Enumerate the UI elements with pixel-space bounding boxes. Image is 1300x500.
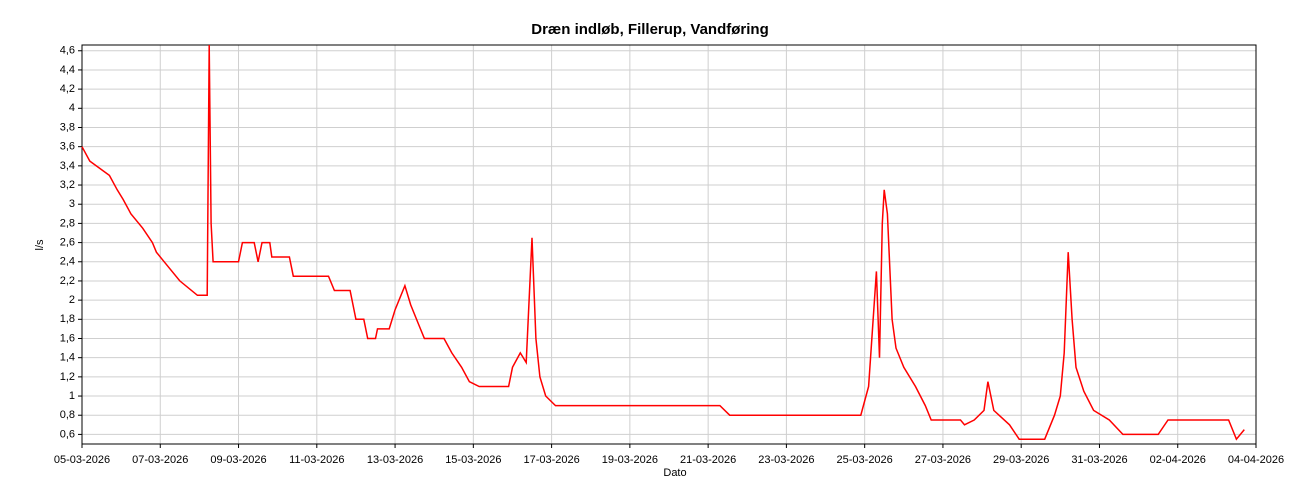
x-tick-label: 31-03-2026	[1071, 454, 1127, 466]
y-tick-label: 3,2	[60, 179, 75, 191]
y-tick-label: 3,6	[60, 141, 75, 153]
chart-title: Dræn indløb, Fillerup, Vandføring	[531, 21, 769, 38]
y-tick-label: 3	[69, 198, 75, 210]
y-axis-label: l/s	[34, 239, 46, 251]
y-tick-label: 1,6	[60, 332, 75, 344]
y-tick-label: 2,2	[60, 275, 75, 287]
y-tick-label: 2	[69, 294, 75, 306]
y-tick-label: 4,2	[60, 83, 75, 95]
x-tick-label: 29-03-2026	[993, 454, 1049, 466]
x-tick-label: 09-03-2026	[210, 454, 266, 466]
x-tick-label: 19-03-2026	[602, 454, 658, 466]
y-tick-label: 0,8	[60, 409, 75, 421]
y-tick-label: 4	[69, 102, 75, 114]
y-tick-label: 3,8	[60, 121, 75, 133]
plot-frame	[81, 44, 1257, 445]
y-tick-label: 4,6	[60, 45, 75, 57]
y-tick-label: 1,8	[60, 313, 75, 325]
y-tick-label: 4,4	[60, 64, 75, 76]
x-tick-label: 13-03-2026	[367, 454, 423, 466]
x-tick-label: 07-03-2026	[132, 454, 188, 466]
data-line	[81, 44, 1245, 441]
x-tick-label: 27-03-2026	[915, 454, 971, 466]
x-tick-label: 25-03-2026	[837, 454, 893, 466]
y-tick-label: 3,4	[60, 160, 75, 172]
y-tick-label: 1,2	[60, 371, 75, 383]
y-tick-label: 2,8	[60, 217, 75, 229]
x-tick-label: 17-03-2026	[523, 454, 579, 466]
x-tick-label: 21-03-2026	[680, 454, 736, 466]
x-tick-label: 02-04-2026	[1150, 454, 1206, 466]
y-tick-label: 1	[69, 390, 75, 402]
x-tick-label: 05-03-2026	[54, 454, 110, 466]
y-tick-label: 2,6	[60, 236, 75, 248]
y-tick-label: 2,4	[60, 256, 75, 268]
x-tick-label: 04-04-2026	[1228, 454, 1284, 466]
y-tick-label: 1,4	[60, 352, 75, 364]
x-tick-label: 23-03-2026	[758, 454, 814, 466]
y-tick-label: 0,6	[60, 428, 75, 440]
x-axis-label: Dato	[663, 467, 686, 479]
x-tick-label: 11-03-2026	[289, 454, 344, 466]
x-tick-label: 15-03-2026	[445, 454, 501, 466]
